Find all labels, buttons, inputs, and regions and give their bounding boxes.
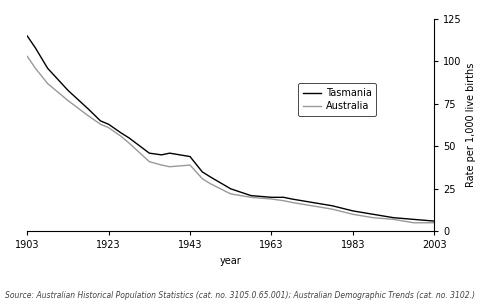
Australia (126, 141, 132, 145)
Tasmania (159, 153, 164, 157)
Australia (146, 160, 152, 163)
Australia (390, 217, 396, 221)
Tasmania (281, 195, 287, 199)
Australia (98, 123, 104, 126)
Tasmania (207, 175, 213, 179)
Australia (187, 163, 193, 167)
Y-axis label: Rate per 1,000 live births: Rate per 1,000 live births (466, 63, 476, 187)
Tasmania (199, 170, 205, 174)
Australia (309, 204, 315, 207)
Tasmania (126, 136, 132, 140)
Australia (350, 213, 356, 216)
Australia (431, 221, 437, 225)
Tasmania (32, 46, 38, 50)
Australia (45, 82, 51, 85)
Australia (167, 165, 173, 169)
Text: Source: Australian Historical Population Statistics (cat. no. 3105.0.65.001); Au: Source: Australian Historical Population… (5, 291, 475, 300)
Tasmania (85, 107, 91, 111)
Australia (207, 182, 213, 185)
Tasmania (411, 217, 417, 221)
Australia (118, 134, 124, 138)
Australia (199, 177, 205, 180)
Tasmania (228, 187, 234, 191)
Line: Australia: Australia (27, 56, 434, 223)
Tasmania (65, 88, 71, 92)
Legend: Tasmania, Australia: Tasmania, Australia (299, 83, 377, 116)
Australia (24, 55, 30, 58)
Line: Tasmania: Tasmania (27, 36, 434, 221)
Tasmania (248, 194, 254, 198)
Tasmania (329, 204, 335, 207)
Tasmania (187, 155, 193, 158)
Tasmania (289, 197, 295, 201)
Australia (106, 126, 111, 130)
Australia (329, 207, 335, 211)
Australia (32, 66, 38, 70)
Australia (85, 114, 91, 117)
Tasmania (269, 195, 274, 199)
Australia (281, 199, 287, 203)
Australia (248, 195, 254, 199)
Tasmania (350, 209, 356, 213)
Australia (370, 216, 376, 220)
Australia (411, 221, 417, 225)
Tasmania (24, 34, 30, 38)
Australia (159, 163, 164, 167)
Australia (65, 99, 71, 102)
Tasmania (45, 66, 51, 70)
Australia (269, 197, 274, 201)
Tasmania (167, 151, 173, 155)
Australia (289, 201, 295, 204)
Australia (228, 192, 234, 196)
Tasmania (309, 201, 315, 204)
Tasmania (118, 131, 124, 135)
X-axis label: year: year (220, 256, 242, 266)
Tasmania (370, 213, 376, 216)
Tasmania (106, 123, 111, 126)
Tasmania (431, 219, 437, 223)
Tasmania (390, 216, 396, 220)
Tasmania (146, 151, 152, 155)
Tasmania (98, 119, 104, 123)
